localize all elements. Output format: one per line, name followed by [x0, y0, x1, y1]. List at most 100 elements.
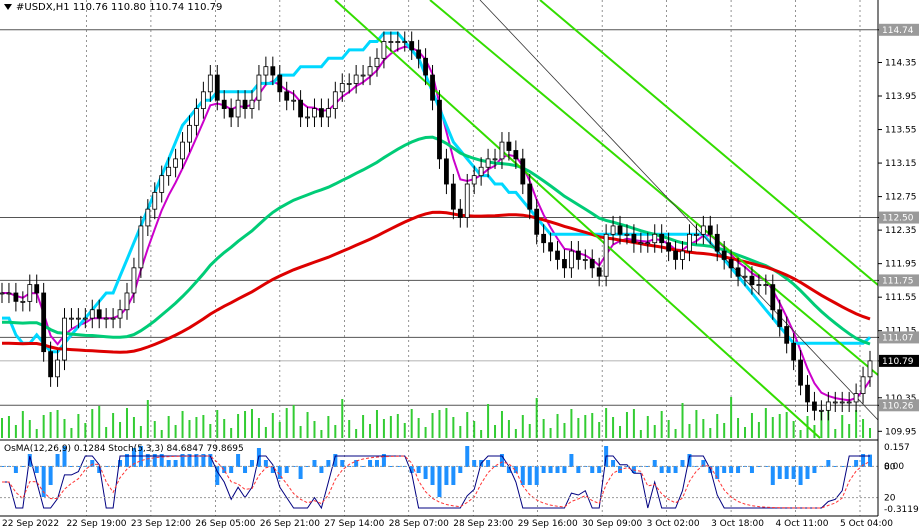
candle-body [457, 208, 463, 218]
candle-body [818, 409, 824, 412]
volume-bar [480, 430, 483, 438]
price-tick-label: 113.95 [885, 92, 917, 102]
volume-bar [230, 428, 233, 438]
osma-bar [437, 466, 442, 497]
candle-body [339, 83, 345, 93]
volume-bar [862, 419, 865, 438]
candle-body [20, 300, 26, 303]
volume-bar [396, 414, 399, 438]
volume-bar [514, 429, 517, 438]
candle-body [464, 183, 470, 218]
osma-bar [687, 454, 692, 467]
price-tick-label: 114.35 [885, 58, 917, 68]
volume-bar [70, 428, 73, 438]
candle-body [631, 233, 637, 244]
volume-bar [355, 429, 358, 438]
volume-bar [730, 397, 733, 438]
candle-body [277, 74, 283, 93]
candle-body [402, 41, 408, 43]
volume-bar [473, 421, 476, 438]
volume-bar [556, 414, 559, 438]
osma-bar [55, 454, 60, 467]
candle-body [82, 317, 88, 320]
candle-body [416, 49, 422, 59]
candle-body [735, 267, 741, 277]
volume-bar [7, 416, 10, 438]
volume-bar [42, 415, 45, 438]
candle-body [798, 359, 803, 386]
volume-bar [591, 413, 594, 438]
osma-bar [854, 460, 859, 467]
candle-body [555, 250, 560, 260]
osma-bar [104, 466, 109, 467]
ohlc-values: 110.76 110.80 110.74 110.79 [72, 2, 223, 13]
candle-body [152, 192, 158, 210]
volume-bar [771, 417, 774, 438]
candle-body [707, 225, 713, 235]
time-tick-label: 30 Sep 09:00 [582, 519, 642, 529]
osma-bar [555, 466, 560, 473]
volume-bar [535, 398, 538, 438]
volume-bar [869, 428, 871, 438]
volume-bar [417, 418, 420, 438]
candle-body [256, 74, 262, 101]
current-price-tag-label: 110.79 [882, 357, 914, 367]
volume-bar [382, 419, 385, 438]
dropdown-triangle-icon[interactable] [4, 4, 12, 10]
volume-bar [410, 409, 413, 438]
osma-bar [416, 466, 421, 473]
time-tick-label: 26 Sep 05:00 [195, 519, 255, 529]
volume-bar [21, 411, 24, 438]
osma-bar [861, 454, 866, 467]
volume-bar [841, 415, 844, 438]
candle-body [409, 41, 415, 51]
candle-body [444, 158, 449, 185]
volume-bar [14, 425, 17, 438]
candle-body [200, 91, 206, 109]
candle-body [694, 233, 699, 236]
candle-body [666, 242, 672, 252]
level-tag [879, 331, 919, 344]
volume-bar [257, 418, 260, 438]
osma-bar [652, 460, 657, 467]
candle-body [478, 166, 484, 177]
time-tick-label: 4 Oct 11:00 [776, 519, 829, 529]
osma-bar [666, 466, 671, 473]
candle-body [117, 309, 123, 319]
candle-body [332, 91, 338, 109]
candle-body [673, 250, 678, 260]
time-tick-label: 23 Sep 12:00 [131, 519, 191, 529]
osma-bar [374, 460, 379, 467]
volume-bar [487, 404, 490, 438]
volume-bar [195, 417, 198, 438]
time-tick-label: 28 Sep 23:00 [453, 519, 513, 529]
osma-bar [590, 466, 595, 473]
volume-bar [132, 417, 135, 438]
osma-bar [409, 466, 414, 473]
candle-body [471, 175, 477, 185]
osma-bar [229, 466, 234, 473]
osma-bar [48, 466, 53, 485]
volume-bar [63, 419, 66, 438]
volume-bar [577, 418, 580, 438]
trend-line [479, 0, 879, 421]
volume-bar [507, 420, 510, 438]
volume-bar [702, 419, 705, 438]
volume-bar [799, 430, 802, 438]
candle-body [423, 57, 428, 76]
candle-body [548, 242, 553, 252]
volume-bar [313, 421, 316, 438]
osma-bar [249, 460, 254, 467]
candle-body [756, 284, 762, 287]
candle-body [742, 275, 748, 278]
osma-bar [388, 466, 393, 467]
candle-body [242, 99, 248, 109]
candle-body [582, 259, 588, 261]
candle-body [96, 309, 102, 319]
osma-bar [520, 466, 525, 485]
current-price-tag [879, 354, 919, 367]
osma-bar [527, 466, 532, 485]
level-tag [879, 211, 919, 224]
volume-bar [750, 413, 753, 438]
volume-bar [306, 412, 309, 438]
